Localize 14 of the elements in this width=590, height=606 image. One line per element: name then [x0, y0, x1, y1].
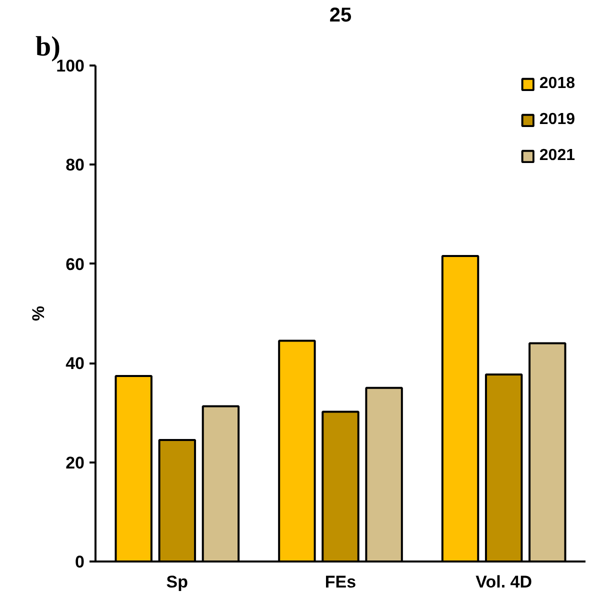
x-tick-label: Vol. 4D	[476, 572, 532, 592]
y-tick-label: 60	[66, 254, 85, 274]
chart-title: 25	[329, 4, 352, 26]
legend-label: 2021	[539, 147, 575, 165]
legend-label: 2019	[539, 111, 575, 129]
y-axis-title: %	[29, 306, 48, 322]
y-tick-label: 80	[66, 156, 85, 175]
legend-label: 2018	[539, 75, 575, 93]
y-tick-label: 100	[56, 56, 85, 76]
y-tick-label: 20	[66, 453, 85, 472]
y-tick-label: 40	[66, 354, 85, 374]
y-tick-label: 0	[75, 552, 85, 572]
x-tick-label: FEs	[324, 572, 356, 592]
x-tick-label: Sp	[166, 572, 188, 592]
